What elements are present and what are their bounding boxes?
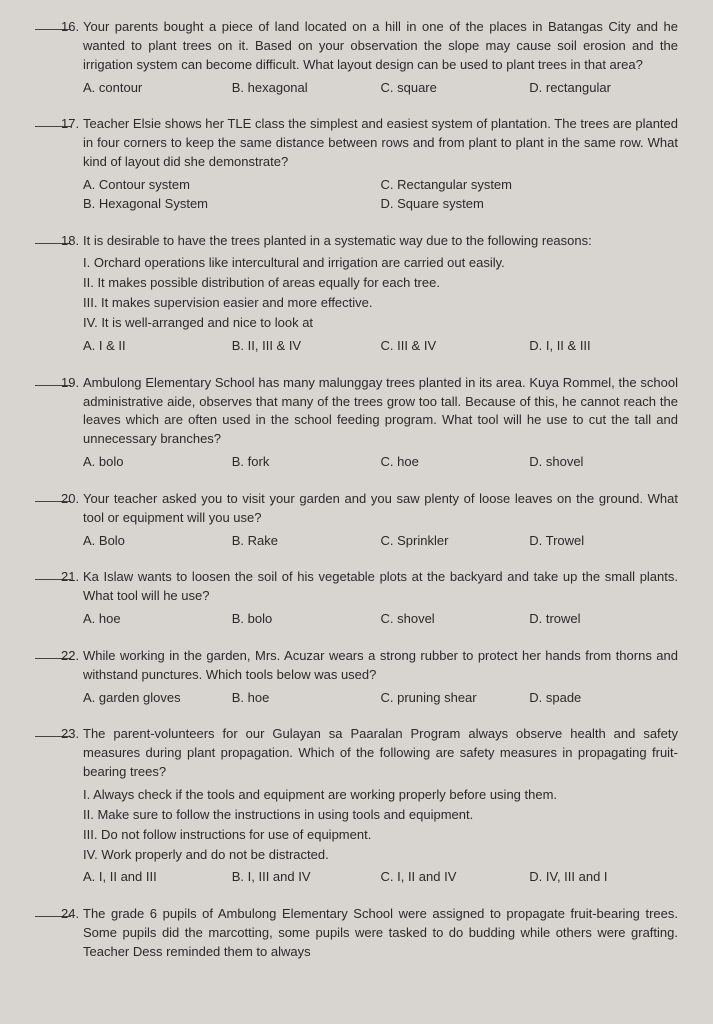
choice-d: D. rectangular: [529, 79, 678, 98]
choices: A. Bolo B. Rake C. Sprinkler D. Trowel: [83, 532, 678, 551]
question-text: The parent-volunteers for our Gulayan sa…: [83, 725, 678, 782]
choices: A. I & II B. II, III & IV C. III & IV D.…: [83, 337, 678, 356]
question-text: Ambulong Elementary School has many malu…: [83, 374, 678, 449]
question-text: Your teacher asked you to visit your gar…: [83, 490, 678, 528]
choice-c: C. I, II and IV: [381, 868, 530, 887]
choice-d: D. trowel: [529, 610, 678, 629]
sublist: I. Orchard operations like intercultural…: [83, 254, 678, 332]
sublist-iii: III. It makes supervision easier and mor…: [83, 294, 678, 313]
sublist-i: I. Orchard operations like intercultural…: [83, 254, 678, 273]
choice-b: B. Rake: [232, 532, 381, 551]
question-number: 17.: [61, 115, 79, 134]
question-19: 19. Ambulong Elementary School has many …: [45, 374, 678, 472]
question-number: 24.: [61, 905, 79, 924]
choice-b: B. II, III & IV: [232, 337, 381, 356]
question-20: 20. Your teacher asked you to visit your…: [45, 490, 678, 551]
question-text: Ka Islaw wants to loosen the soil of his…: [83, 568, 678, 606]
question-23: 23. The parent-volunteers for our Gulaya…: [45, 725, 678, 887]
choice-b: B. bolo: [232, 610, 381, 629]
sublist-iii: III. Do not follow instructions for use …: [83, 826, 678, 845]
question-16: 16. Your parents bought a piece of land …: [45, 18, 678, 97]
choice-c: C. Sprinkler: [381, 532, 530, 551]
choices: A. I, II and III B. I, III and IV C. I, …: [83, 868, 678, 887]
choice-a: A. hoe: [83, 610, 232, 629]
choice-c: C. square: [381, 79, 530, 98]
choice-b: B. hoe: [232, 689, 381, 708]
question-17: 17. Teacher Elsie shows her TLE class th…: [45, 115, 678, 213]
choices: A. bolo B. fork C. hoe D. shovel: [83, 453, 678, 472]
choice-d: D. shovel: [529, 453, 678, 472]
choice-b: B. fork: [232, 453, 381, 472]
choice-d: D. I, II & III: [529, 337, 678, 356]
choice-b: B. hexagonal: [232, 79, 381, 98]
question-text: Teacher Elsie shows her TLE class the si…: [83, 115, 678, 172]
question-number: 20.: [61, 490, 79, 509]
sublist-i: I. Always check if the tools and equipme…: [83, 786, 678, 805]
choice-a: A. Bolo: [83, 532, 232, 551]
question-number: 21.: [61, 568, 79, 587]
question-21: 21. Ka Islaw wants to loosen the soil of…: [45, 568, 678, 629]
choice-a: A. I & II: [83, 337, 232, 356]
choice-d: D. Trowel: [529, 532, 678, 551]
choice-b: B. I, III and IV: [232, 868, 381, 887]
question-number: 16.: [61, 18, 79, 37]
choice-a: A. bolo: [83, 453, 232, 472]
question-number: 23.: [61, 725, 79, 744]
question-number: 19.: [61, 374, 79, 393]
question-text: While working in the garden, Mrs. Acuzar…: [83, 647, 678, 685]
choice-c: C. hoe: [381, 453, 530, 472]
question-text: Your parents bought a piece of land loca…: [83, 18, 678, 75]
question-24: 24. The grade 6 pupils of Ambulong Eleme…: [45, 905, 678, 962]
choice-d: D. spade: [529, 689, 678, 708]
sublist: I. Always check if the tools and equipme…: [83, 786, 678, 864]
choice-a: A. Contour system: [83, 176, 381, 195]
choice-a: A. contour: [83, 79, 232, 98]
question-22: 22. While working in the garden, Mrs. Ac…: [45, 647, 678, 708]
choice-c: C. pruning shear: [381, 689, 530, 708]
choice-d: D. Square system: [381, 195, 679, 214]
sublist-ii: II. It makes possible distribution of ar…: [83, 274, 678, 293]
choices: A. hoe B. bolo C. shovel D. trowel: [83, 610, 678, 629]
question-18: 18. It is desirable to have the trees pl…: [45, 232, 678, 356]
question-text: It is desirable to have the trees plante…: [83, 232, 678, 251]
choices: A. garden gloves B. hoe C. pruning shear…: [83, 689, 678, 708]
question-text: The grade 6 pupils of Ambulong Elementar…: [83, 905, 678, 962]
sublist-iv: IV. Work properly and do not be distract…: [83, 846, 678, 865]
sublist-ii: II. Make sure to follow the instructions…: [83, 806, 678, 825]
choice-a: A. garden gloves: [83, 689, 232, 708]
choices: A. Contour system B. Hexagonal System C.…: [83, 176, 678, 214]
sublist-iv: IV. It is well-arranged and nice to look…: [83, 314, 678, 333]
choice-c: C. III & IV: [381, 337, 530, 356]
choice-c: C. Rectangular system: [381, 176, 679, 195]
choices: A. contour B. hexagonal C. square D. rec…: [83, 79, 678, 98]
choice-a: A. I, II and III: [83, 868, 232, 887]
question-number: 22.: [61, 647, 79, 666]
question-number: 18.: [61, 232, 79, 251]
choice-b: B. Hexagonal System: [83, 195, 381, 214]
choice-c: C. shovel: [381, 610, 530, 629]
choice-d: D. IV, III and I: [529, 868, 678, 887]
